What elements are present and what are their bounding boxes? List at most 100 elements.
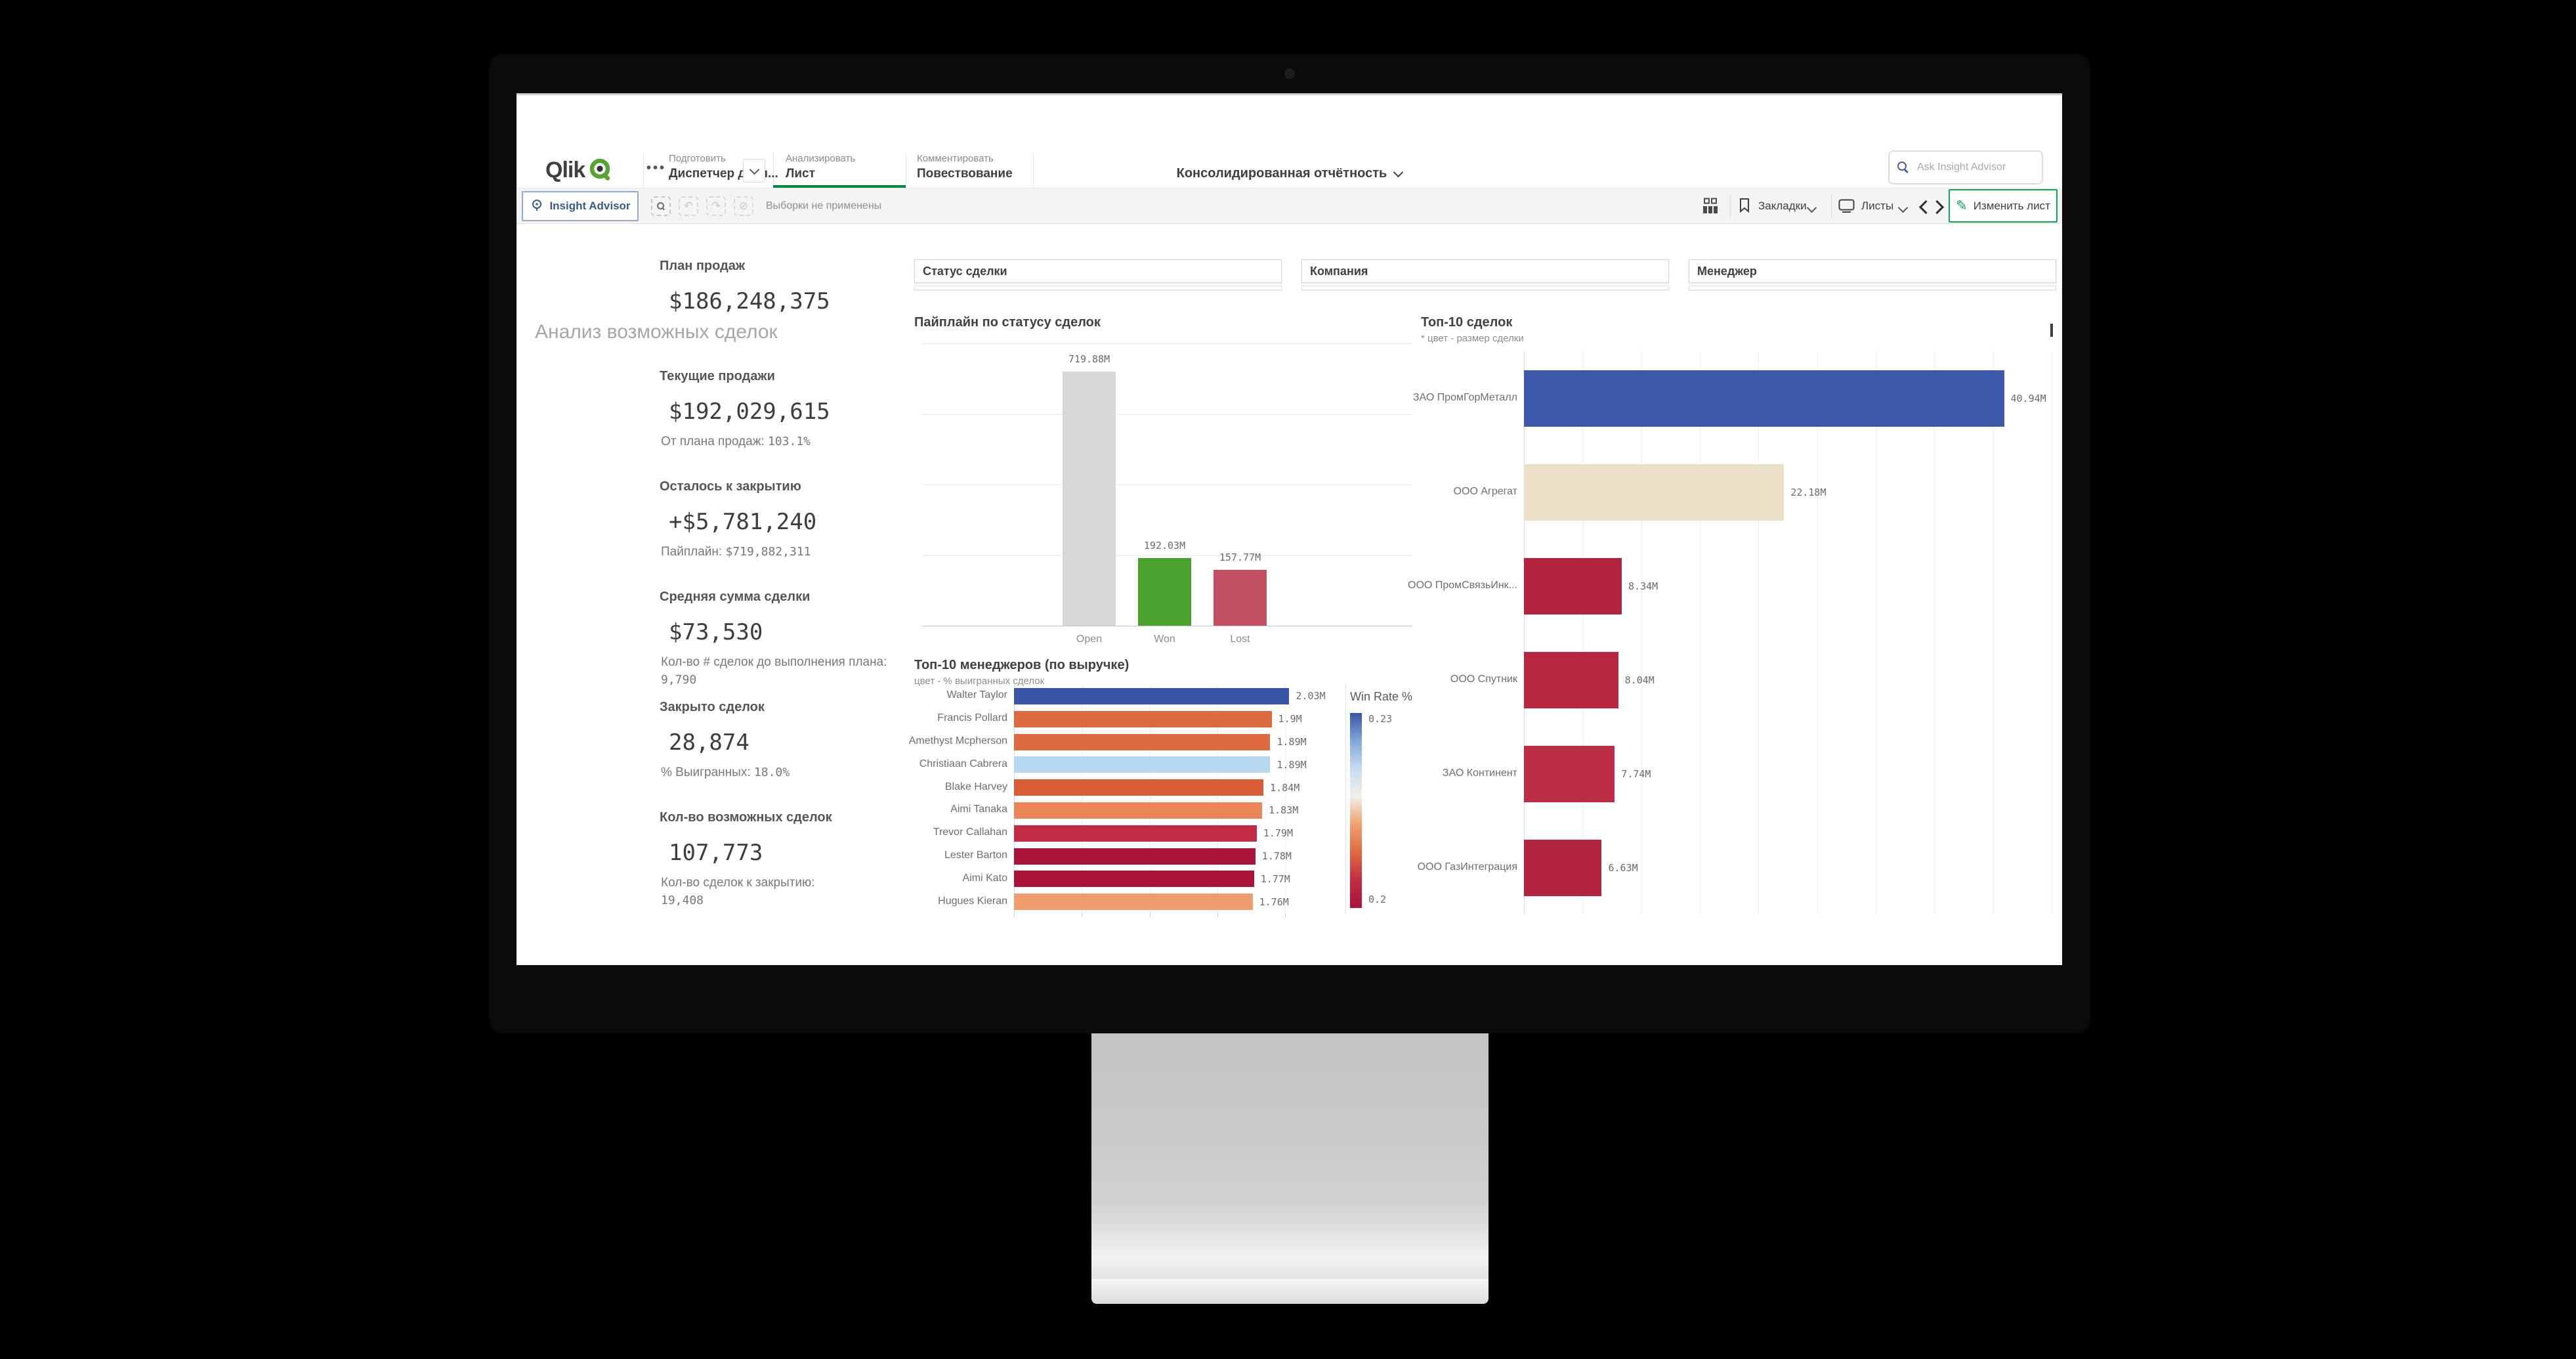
chevron-left-icon[interactable] (1918, 200, 1933, 215)
gridline (1641, 351, 1642, 915)
qlik-logo[interactable]: Qlik (545, 157, 615, 183)
nav-tab-analyze[interactable]: Анализировать Лист (786, 153, 855, 188)
bar-Aimi Kato[interactable] (1014, 871, 1254, 888)
axis-category-label: Aimi Kato (962, 872, 1007, 884)
gridline (922, 555, 1412, 556)
kpi-sub-text: Кол-во # сделок до выполнения плана: (661, 655, 887, 669)
bar-value-label: 40.94M (2010, 392, 2046, 404)
nav-divider (773, 153, 774, 188)
smart-search-icon[interactable] (651, 196, 671, 216)
axis-category-label: Lester Barton (944, 850, 1007, 861)
winrate-gradient-bar (1350, 713, 1362, 908)
bar-Amethyst Mcpherson[interactable] (1014, 733, 1271, 750)
edit-pencil-icon: ✎ (1956, 198, 1968, 213)
bar-value-label: 1.89M (1277, 758, 1307, 771)
pipeline-bar-open[interactable] (1063, 372, 1116, 626)
kpi-sub-text: Пайплайн: (661, 545, 723, 559)
kpi-1[interactable]: План продаж $186,248,375 (660, 258, 912, 316)
gridline (1934, 351, 1935, 915)
pipeline-bar-won[interactable] (1138, 557, 1191, 626)
insight-advisor-button[interactable]: Insight Advisor (522, 191, 639, 221)
axis-category-label: ЗАО ПромГорМеталл (1412, 391, 1517, 403)
bar-Blake Harvey[interactable] (1014, 779, 1264, 796)
search-input[interactable] (1916, 161, 2023, 174)
bookmarks-button[interactable]: Закладки (1758, 200, 1807, 212)
app-objects-grid-icon[interactable] (1702, 198, 1719, 217)
clear-selections-icon[interactable]: ⊘ (734, 196, 753, 216)
prepare-dropdown-button[interactable] (743, 159, 765, 183)
bar-ЗАО Континент[interactable] (1524, 745, 1615, 802)
redo-icon[interactable]: ↷ (706, 196, 726, 216)
pipeline-bar-lost[interactable] (1214, 570, 1267, 626)
chevron-right-icon[interactable] (1930, 200, 1945, 215)
managers-chart-title: Топ-10 менеджеров (по выручке) (914, 658, 1130, 672)
chevron-down-icon[interactable] (1897, 202, 1909, 215)
axis-category-label: Blake Harvey (944, 781, 1007, 792)
bar-Francis Pollard[interactable] (1014, 710, 1272, 727)
kpi-5[interactable]: Закрыто сделок 28,874 % Выигранных: 18.0% (660, 699, 912, 781)
sheets-button[interactable]: Листы (1861, 200, 1894, 212)
axis-category-label: Walter Taylor (946, 689, 1007, 701)
nav-divider (643, 153, 644, 188)
edit-sheet-button[interactable]: ✎ Изменить лист (1949, 189, 2058, 223)
bar-ЗАО ПромГорМеталл[interactable] (1524, 370, 2004, 427)
axis-category-label: Amethyst Mcpherson (908, 735, 1007, 746)
bar-value-label: 1.84M (1270, 781, 1300, 794)
axis-tick (1217, 913, 1218, 917)
sheets-icon[interactable] (1838, 199, 1855, 216)
kpi-label: План продаж (660, 259, 746, 273)
bar-value-label: 1.78M (1261, 850, 1292, 862)
filter-2[interactable]: Компания (1301, 259, 1669, 283)
kpi-sub-text: % Выигранных: (661, 766, 751, 779)
bar-value-label: 1.9M (1278, 713, 1302, 725)
insight-advisor-search[interactable] (1888, 150, 2043, 184)
bar-Aimi Tanaka[interactable] (1014, 802, 1263, 819)
filter-1[interactable]: Статус сделки (914, 259, 1282, 283)
kpi-2[interactable]: Текущие продажи $192,029,615 От плана прод… (660, 368, 912, 450)
bar-Lester Barton[interactable] (1014, 848, 1256, 865)
nav-tab-narrate[interactable]: Комментировать Повествование (917, 153, 1013, 188)
gridline (922, 414, 1412, 415)
bar-ООО ГазИнтеграция[interactable] (1524, 839, 1602, 896)
filter-search-strip[interactable] (1301, 286, 1669, 290)
kpi-value: $192,029,615 (669, 399, 830, 425)
bar-Walter Taylor[interactable] (1014, 687, 1290, 704)
nav-item-label: Лист (786, 167, 815, 181)
monitor-stand (1091, 1033, 1489, 1279)
monitor-bezel: Qlik ••• Подготовить Диспетчер данн... (489, 54, 2090, 1033)
filter-3[interactable]: Менеджер (1689, 259, 2056, 283)
nav-item-label: Повествование (917, 167, 1013, 181)
undo-icon[interactable]: ↶ (679, 196, 698, 216)
gridline (1285, 685, 1286, 913)
kpi-6[interactable]: Кол-во возможных сделок 107,773 Кол-во сде… (660, 809, 912, 909)
filter-search-strip[interactable] (1689, 286, 2056, 290)
axis-category-label: Open (1076, 634, 1103, 645)
chevron-down-icon[interactable] (1806, 202, 1817, 215)
bar-Hugues Kieran[interactable] (1014, 894, 1253, 911)
more-menu-icon[interactable]: ••• (646, 161, 667, 175)
bar-ООО ПромСвязьИнк...[interactable] (1524, 557, 1622, 615)
gridline (1758, 351, 1760, 915)
kpi-sub-label: От плана продаж: 103.1% (660, 433, 912, 450)
filter-label: Компания (1310, 265, 1368, 278)
kpi-value: 107,773 (669, 840, 763, 866)
bar-Trevor Callahan[interactable] (1014, 825, 1257, 842)
managers-chart-subtitle: цвет - % выигранных сделок (914, 676, 1045, 687)
bar-ООО Агрегат[interactable] (1524, 464, 1784, 521)
bar-value-label: 192.03M (1143, 539, 1186, 551)
kpi-sub-label: Кол-во сделок к закрытию: 19,408 (660, 874, 912, 909)
kpi-4[interactable]: Средняя сумма сделки $73,530 Кол-во # сдел… (660, 589, 912, 689)
nav-divider (1033, 153, 1034, 188)
gridline (1582, 351, 1584, 915)
edit-sheet-label: Изменить лист (1973, 199, 2050, 212)
kpi-sub-text: Кол-во сделок к закрытию: (661, 876, 815, 890)
app-title[interactable]: Консолидированная отчётность (517, 166, 2062, 181)
bar-ООО Спутник[interactable] (1524, 651, 1618, 708)
kpi-label: Осталось к закрытию (660, 479, 801, 494)
bar-value-label: 1.77M (1260, 873, 1290, 885)
deals-scrollbar[interactable] (2050, 324, 2053, 337)
kpi-3[interactable]: Осталось к закрытию +$5,781,240 Пайплайн: … (660, 479, 912, 561)
bar-Christiaan Cabrera[interactable] (1014, 756, 1271, 773)
filter-search-strip[interactable] (914, 286, 1282, 290)
bookmark-icon[interactable] (1739, 198, 1750, 217)
